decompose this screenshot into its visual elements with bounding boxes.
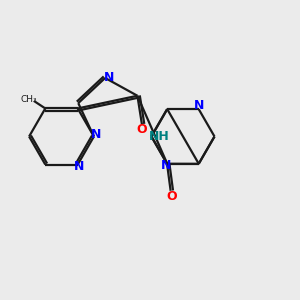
Text: N: N — [194, 98, 204, 112]
Text: O: O — [166, 190, 176, 203]
Text: N: N — [160, 159, 171, 172]
Text: N: N — [103, 71, 114, 84]
Text: O: O — [136, 123, 147, 136]
Text: CH₃: CH₃ — [20, 95, 37, 104]
Text: N: N — [91, 128, 101, 141]
Text: N: N — [74, 160, 84, 173]
Text: NH: NH — [148, 130, 169, 143]
